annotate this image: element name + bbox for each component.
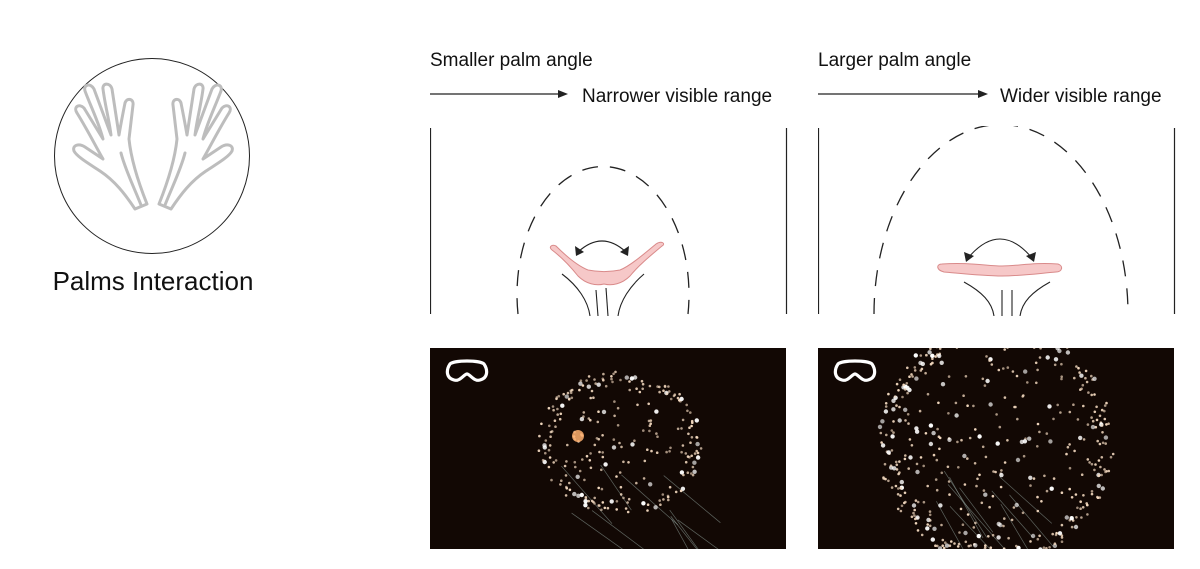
particle-scene xyxy=(445,359,721,549)
hands-sketch xyxy=(963,281,1051,316)
arrow-right-icon xyxy=(430,90,568,98)
panel-2-vr-view xyxy=(818,348,1174,549)
panel-1-heading: Smaller palm angle xyxy=(430,50,593,71)
visible-range-arc xyxy=(516,165,690,315)
hands-illustration xyxy=(54,58,250,254)
panel-2-diagram xyxy=(818,126,1178,316)
panel-1-diagram xyxy=(430,126,790,316)
panel-2-result: Wider visible range xyxy=(1000,86,1162,107)
panel-1-arrow xyxy=(430,88,570,100)
particle-scene xyxy=(833,348,1115,549)
headset-icon xyxy=(445,359,489,382)
panel-1-result: Narrower visible range xyxy=(582,86,773,107)
panel-2-heading: Larger palm angle xyxy=(818,50,972,71)
hands-icon xyxy=(72,82,234,211)
visible-range-arc xyxy=(873,126,1129,315)
palms-shape xyxy=(549,241,665,286)
headset-icon xyxy=(833,359,877,382)
hands-sketch xyxy=(561,273,645,316)
panel-1-vr-view xyxy=(430,348,786,549)
palms-interaction-title: Palms Interaction xyxy=(52,266,254,296)
arrow-right-icon xyxy=(818,90,988,98)
palms-shape xyxy=(937,262,1063,277)
panel-2-arrow xyxy=(818,88,990,100)
